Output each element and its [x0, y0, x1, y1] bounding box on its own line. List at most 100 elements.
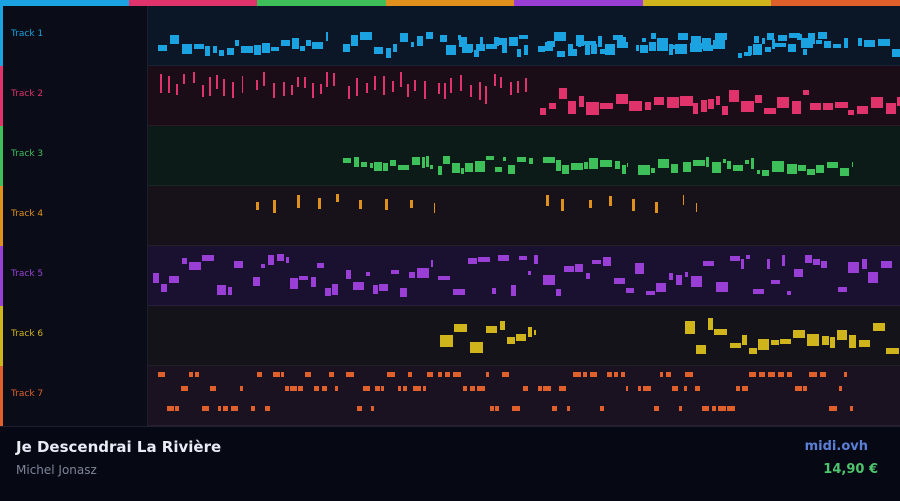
midi-note — [167, 406, 174, 411]
midi-note — [430, 165, 433, 170]
midi-note — [816, 39, 822, 44]
track-row[interactable]: Track 2 — [0, 66, 900, 126]
midi-note — [562, 165, 569, 175]
track-row[interactable]: Track 6 — [0, 306, 900, 366]
track-label: Track 1 — [11, 29, 44, 39]
midi-note — [742, 386, 748, 391]
midi-note — [829, 406, 837, 411]
track-header[interactable]: Track 5 — [0, 246, 148, 306]
midi-note — [462, 43, 472, 53]
midi-note — [615, 160, 620, 169]
midi-note — [706, 157, 709, 168]
midi-note — [503, 157, 506, 162]
midi-note — [803, 89, 809, 95]
track-row[interactable]: Track 1 — [0, 6, 900, 66]
midi-note — [807, 169, 815, 176]
midi-note — [741, 101, 754, 113]
midi-note — [502, 45, 507, 54]
midi-note — [624, 41, 628, 48]
midi-note — [772, 38, 775, 49]
midi-note — [600, 102, 613, 109]
midi-note — [360, 32, 372, 41]
midi-note — [417, 267, 429, 278]
midi-note — [413, 386, 421, 391]
midi-note — [486, 372, 489, 377]
track-row[interactable]: Track 3 — [0, 126, 900, 186]
midi-note — [787, 372, 792, 377]
track-row[interactable]: Track 4 — [0, 186, 900, 246]
midi-note — [357, 406, 362, 411]
midi-note — [158, 44, 167, 51]
midi-note — [374, 76, 376, 91]
midi-note — [374, 47, 383, 55]
midi-note — [426, 32, 433, 40]
track-row[interactable]: Track 5 — [0, 246, 900, 306]
midi-note — [742, 335, 747, 346]
midi-note — [830, 336, 835, 348]
midi-note — [600, 406, 604, 411]
midi-note — [693, 103, 698, 115]
midi-note — [231, 406, 238, 411]
midi-note — [411, 41, 414, 47]
midi-note — [753, 288, 764, 294]
midi-note — [182, 43, 192, 54]
midi-note — [727, 160, 731, 169]
midi-note — [571, 163, 583, 171]
midi-note — [749, 347, 757, 354]
track-header[interactable]: Track 3 — [0, 126, 148, 186]
track-header[interactable]: Track 1 — [0, 6, 148, 66]
midi-note — [379, 283, 388, 291]
midi-note — [371, 406, 374, 411]
brand-link[interactable]: midi.ovh — [804, 439, 868, 454]
price-label: 14,90 € — [823, 462, 878, 477]
midi-note — [638, 165, 650, 176]
midi-note — [235, 39, 239, 46]
track-header[interactable]: Track 2 — [0, 66, 148, 126]
midi-note — [678, 32, 688, 40]
midi-note — [807, 334, 819, 347]
track-lane — [148, 66, 900, 126]
midi-note — [671, 163, 678, 173]
midi-note — [495, 406, 499, 411]
midi-note — [590, 372, 597, 377]
midi-note — [403, 386, 407, 391]
midi-note — [640, 44, 648, 53]
midi-note — [298, 386, 303, 391]
midi-note — [205, 45, 210, 56]
midi-note — [680, 96, 693, 107]
midi-note — [273, 200, 276, 214]
midi-note — [391, 270, 399, 275]
midi-note — [470, 342, 483, 354]
midi-note — [881, 261, 892, 269]
midi-note — [508, 165, 515, 175]
track-row[interactable]: Track 7 — [0, 366, 900, 426]
track-header[interactable]: Track 7 — [0, 366, 148, 426]
track-header[interactable]: Track 6 — [0, 306, 148, 366]
midi-note — [543, 386, 551, 391]
midi-note — [170, 34, 179, 44]
midi-note — [655, 201, 658, 213]
midi-note — [317, 263, 324, 269]
midi-note — [217, 285, 226, 296]
midi-note — [695, 386, 700, 391]
midi-note — [654, 96, 664, 105]
midi-note — [375, 386, 380, 391]
midi-note — [234, 260, 243, 268]
track-lane — [148, 306, 900, 366]
midi-note — [886, 347, 899, 354]
midi-note — [265, 406, 270, 411]
midi-note — [787, 291, 791, 296]
midi-note — [390, 160, 396, 167]
midi-note — [801, 37, 813, 48]
track-header[interactable]: Track 4 — [0, 186, 148, 246]
midi-note — [600, 49, 610, 55]
midi-note — [410, 200, 413, 209]
midi-note — [584, 162, 588, 170]
midi-note — [833, 44, 841, 49]
midi-note — [767, 33, 774, 41]
midi-note — [568, 43, 573, 54]
midi-note — [839, 386, 842, 391]
midi-note — [651, 32, 656, 39]
midi-note — [540, 107, 546, 115]
midi-note — [502, 372, 509, 377]
